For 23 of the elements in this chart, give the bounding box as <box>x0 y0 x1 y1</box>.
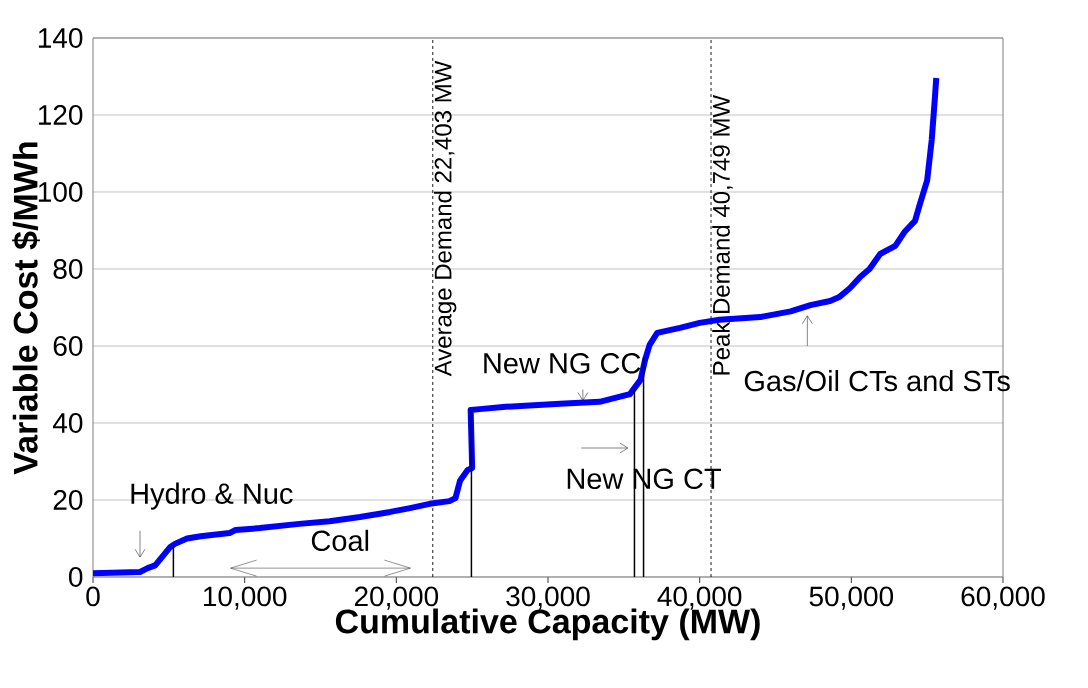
x-tick-label: 60,000 <box>961 586 1045 610</box>
y-tick-label: 100 <box>38 182 83 202</box>
y-tick-label: 60 <box>53 336 83 356</box>
y-tick-label: 140 <box>38 28 83 48</box>
x-tick-label: 50,000 <box>809 586 894 610</box>
y-tick-label: 40 <box>52 413 83 433</box>
x-tick-label: 30,000 <box>506 586 590 610</box>
y-tick-label: 80 <box>53 259 83 279</box>
ref-line-label: Peak Demand 40,749 MW <box>712 95 733 375</box>
x-axis-title: Cumulative Capacity (MW) <box>335 608 760 641</box>
x-tick-label: 20,000 <box>354 586 439 610</box>
y-tick-label: 120 <box>38 105 83 125</box>
y-tick-label: 20 <box>53 490 83 510</box>
x-tick-label: 10,000 <box>203 586 287 610</box>
y-axis-title: Variable Cost $/MWh <box>12 142 40 475</box>
annotation: New NG CC <box>484 353 641 374</box>
annotation: Coal <box>311 529 369 552</box>
y-tick-label: 0 <box>69 567 83 587</box>
annotation: Hydro & Nuc <box>131 482 293 510</box>
x-tick-label: 0 <box>86 586 100 607</box>
annotation: Gas/Oil CTs and STs <box>744 369 1010 392</box>
x-tick-label: 40,000 <box>657 586 742 610</box>
ref-line-label: Average Demand 22,403 MW <box>433 60 457 377</box>
